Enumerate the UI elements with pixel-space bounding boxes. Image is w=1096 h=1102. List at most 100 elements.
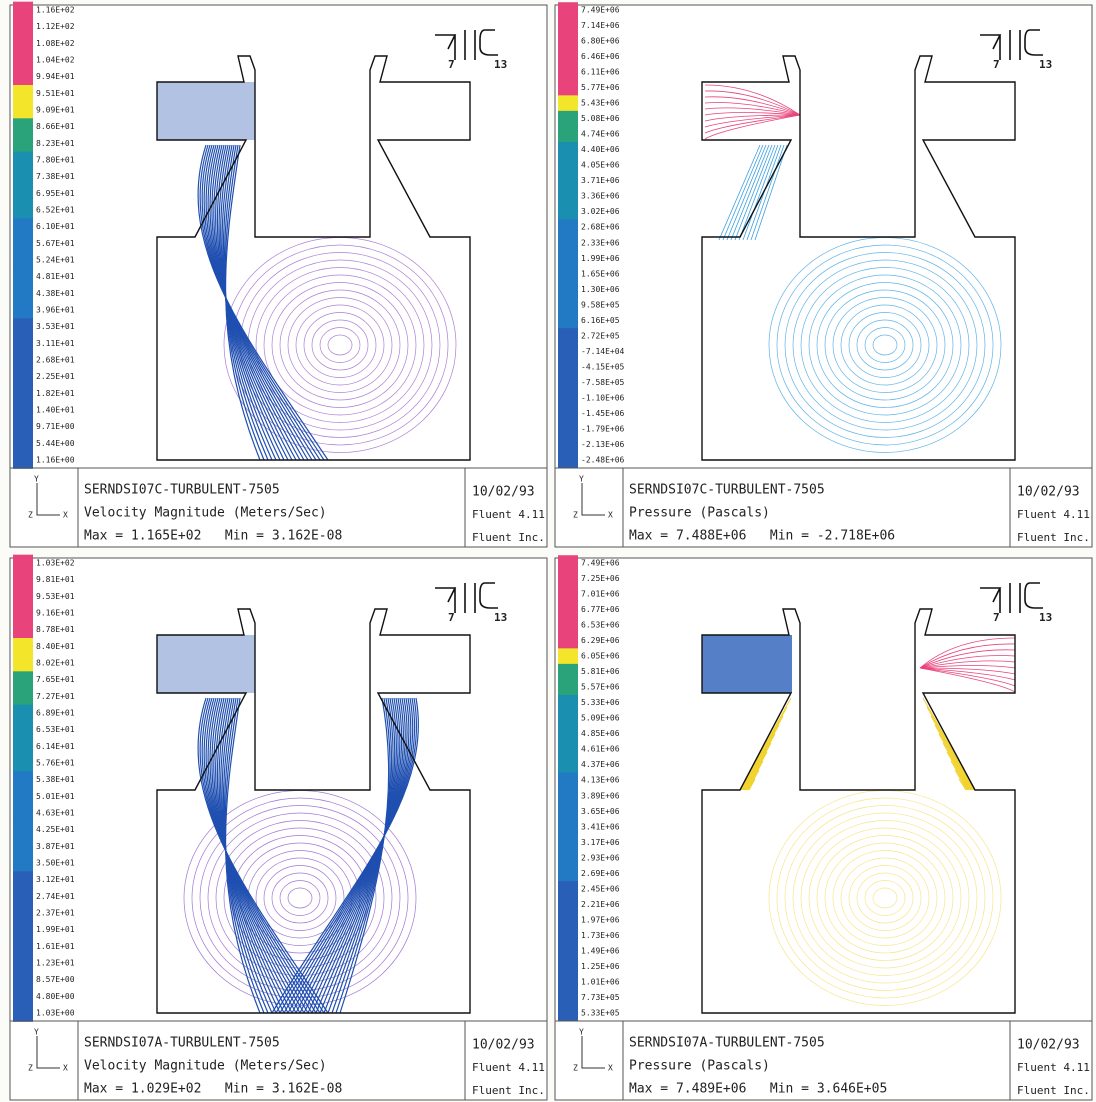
colorbar-swatch	[558, 49, 578, 65]
footer-company: Fluent Inc.	[1017, 1084, 1090, 1097]
footer-quantity: Pressure (Pascals)	[629, 1059, 770, 1074]
legend-label: 4.05E+06	[581, 161, 620, 170]
footer-company: Fluent Inc.	[472, 531, 545, 544]
colorbar-swatch	[558, 571, 578, 587]
panel-frame	[555, 5, 1092, 547]
colorbar-swatch	[13, 335, 33, 352]
footer-company: Fluent Inc.	[1017, 531, 1090, 544]
legend-label: 5.76E+01	[36, 759, 75, 768]
colorbar-swatch	[13, 638, 33, 655]
colorbar-swatch	[13, 938, 33, 955]
legend-label: 3.36E+06	[581, 192, 620, 201]
colorbar-swatch	[558, 772, 578, 788]
colorbar-swatch	[558, 219, 578, 235]
colorbar-swatch	[13, 721, 33, 738]
axis-label: Y	[34, 475, 39, 484]
legend-label: -4.15E+05	[581, 362, 625, 371]
footer-version: Fluent 4.11	[1017, 508, 1090, 521]
colorbar-swatch	[558, 602, 578, 618]
legend-label: 3.87E+01	[36, 842, 75, 851]
colorbar-swatch	[558, 804, 578, 820]
colorbar-swatch	[558, 188, 578, 204]
colorbar-swatch	[558, 95, 578, 111]
colorbar-swatch	[13, 588, 33, 605]
legend-label: 4.63E+01	[36, 809, 75, 818]
legend-label: 1.61E+01	[36, 942, 75, 951]
colorbar-swatch	[13, 921, 33, 938]
panel: 7.49E+067.14E+066.80E+066.46E+066.11E+06…	[555, 2, 1092, 547]
legend-label: 1.23E+01	[36, 959, 75, 968]
colorbar-swatch	[13, 1005, 33, 1022]
colorbar-swatch	[558, 126, 578, 142]
legend-label: 6.80E+06	[581, 37, 620, 46]
colorbar-swatch	[13, 788, 33, 805]
legend-label: 7.14E+06	[581, 21, 620, 30]
legend-label: 9.53E+01	[36, 592, 75, 601]
legend-label: -1.79E+06	[581, 424, 625, 433]
legend-label: 3.17E+06	[581, 838, 620, 847]
legend-label: 3.65E+06	[581, 807, 620, 816]
legend-label: 9.94E+01	[36, 72, 75, 81]
footer-version: Fluent 4.11	[1017, 1061, 1090, 1074]
colorbar-swatch	[558, 819, 578, 835]
screen: 1.16E+02 1.12E+02 1.08E+02 1.04E+02 9.94E+01…	[0, 0, 1096, 1102]
colorbar-swatch	[558, 897, 578, 913]
icon-label: 13	[494, 58, 507, 71]
legend-label: 8.02E+01	[36, 659, 75, 668]
legend-label: 7.25E+06	[581, 574, 620, 583]
colorbar-swatch	[13, 18, 33, 35]
legend-label: 6.10E+01	[36, 222, 75, 231]
footer-range: Max = 7.489E+06 Min = 3.646E+05	[629, 1082, 887, 1097]
colorbar-swatch	[13, 671, 33, 688]
panel-frame	[10, 558, 547, 1100]
legend-label: 7.65E+01	[36, 675, 75, 684]
colorbar-swatch	[13, 118, 33, 135]
legend-label: 4.74E+06	[581, 130, 620, 139]
footer-range: Max = 1.165E+02 Min = 3.162E-08	[84, 529, 342, 544]
legend-label: 1.08E+02	[36, 39, 75, 48]
panel: 7.49E+067.25E+067.01E+066.77E+066.53E+06…	[555, 555, 1092, 1100]
legend-label: 2.72E+05	[581, 331, 620, 340]
colorbar-swatch	[558, 850, 578, 866]
legend-label: -7.14E+04	[581, 347, 625, 356]
footer-quantity: Velocity Magnitude (Meters/Sec)	[84, 506, 327, 521]
colorbar-swatch	[558, 251, 578, 267]
footer-title: SERNDSI07A-TURBULENT-7505	[84, 1036, 280, 1051]
colorbar-swatch	[13, 168, 33, 185]
colorbar-swatch	[13, 302, 33, 319]
colorbar-swatch	[13, 35, 33, 52]
colorbar-swatch	[558, 912, 578, 928]
legend-label: 1.16E+02	[36, 6, 75, 15]
colorbar-swatch	[13, 955, 33, 972]
colorbar-swatch	[558, 788, 578, 804]
colorbar-swatch	[558, 664, 578, 680]
colorbar-swatch	[13, 571, 33, 588]
legend-label: 1.99E+01	[36, 925, 75, 934]
legend-label: -2.13E+06	[581, 440, 625, 449]
legend-label: 6.11E+06	[581, 68, 620, 77]
legend-label: 6.29E+06	[581, 636, 620, 645]
footer-range: Max = 7.488E+06 Min = -2.718E+06	[629, 529, 895, 544]
legend-label: 7.73E+05	[581, 993, 620, 1002]
colorbar-swatch	[13, 218, 33, 235]
legend-label: 1.40E+01	[36, 406, 75, 415]
legend-label: 8.23E+01	[36, 139, 75, 148]
panel: 1.16E+02 1.12E+02 1.08E+02 1.04E+02 9.94E+01…	[10, 2, 547, 547]
colorbar-swatch	[13, 268, 33, 285]
axis-label: Y	[34, 1028, 39, 1037]
colorbar-swatch	[13, 285, 33, 302]
legend-label: 9.51E+01	[36, 89, 75, 98]
colorbar-swatch	[558, 157, 578, 173]
legend-label: 1.12E+02	[36, 22, 75, 31]
colorbar-swatch	[13, 135, 33, 152]
legend-label: 6.53E+01	[36, 725, 75, 734]
colorbar-swatch	[558, 375, 578, 391]
legend-label: 2.25E+01	[36, 372, 75, 381]
colorbar-swatch	[13, 855, 33, 872]
legend-label: 1.04E+02	[36, 56, 75, 65]
colorbar-swatch	[13, 318, 33, 335]
legend-label: 2.33E+06	[581, 238, 620, 247]
legend-label: 2.74E+01	[36, 892, 75, 901]
legend-label: 5.67E+01	[36, 239, 75, 248]
colorbar-swatch	[558, 328, 578, 344]
